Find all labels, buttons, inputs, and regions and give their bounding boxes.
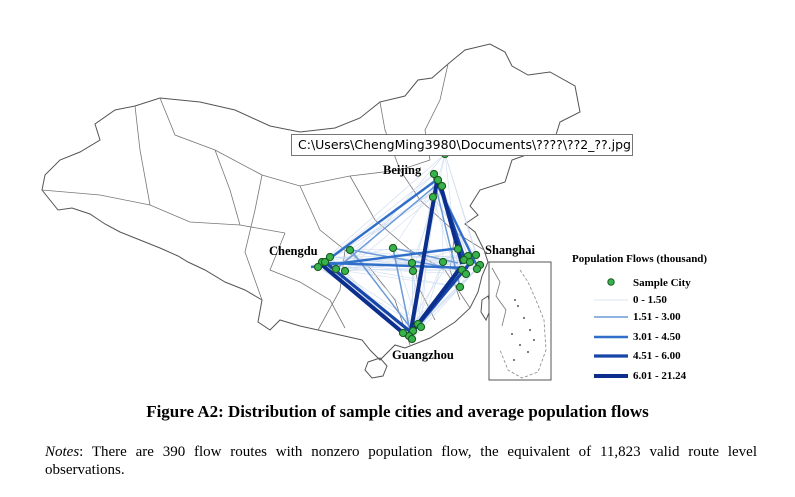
city-marker: [438, 257, 448, 267]
city-marker: [461, 269, 471, 279]
notes-label: Notes: [45, 444, 80, 460]
china-outline: [41, 43, 581, 361]
city-marker: [325, 252, 335, 262]
city-marker: [429, 169, 439, 179]
city-marker: [331, 264, 341, 274]
city-marker: [398, 328, 408, 338]
city-marker: [437, 181, 447, 191]
city-marker: [320, 257, 330, 267]
city-marker: [465, 257, 475, 267]
city-labels: Beijing Chengdu Shanghai Guangzhou: [269, 163, 536, 362]
city-marker: [408, 266, 418, 276]
label-guangzhou: Guangzhou: [392, 348, 454, 362]
figure-caption: Figure A2: Distribution of sample cities…: [146, 402, 649, 421]
city-marker: [428, 192, 438, 202]
legend-city-marker: [607, 278, 615, 286]
notes-text: : There are 390 flow routes with nonzero…: [45, 444, 757, 478]
label-shanghai: Shanghai: [485, 243, 536, 257]
sample-cities: [313, 149, 485, 344]
city-marker: [345, 245, 355, 255]
label-chengdu: Chengdu: [269, 244, 318, 258]
city-marker: [313, 262, 323, 272]
city-marker: [471, 250, 481, 260]
legend-title: Population Flows (thousand): [572, 253, 707, 265]
city-marker: [433, 175, 443, 185]
city-marker: [455, 282, 465, 292]
china-flow-map: Beijing Chengdu Shanghai Guangzhou Popul…: [41, 43, 707, 382]
legend: Population Flows (thousand) Sample City …: [572, 253, 707, 382]
inset-south-china-sea: [488, 261, 552, 381]
city-marker: [453, 244, 463, 254]
file-path-tooltip: C:\Users\ChengMing3980\Documents\????\??…: [291, 134, 633, 156]
city-marker: [416, 322, 426, 332]
legend-class-3: 3.01 - 4.50: [633, 331, 681, 343]
hainan-island: [364, 357, 388, 379]
legend-class-1: 0 - 1.50: [633, 294, 667, 306]
legend-class-2: 1.51 - 3.00: [633, 311, 681, 323]
city-marker: [407, 334, 417, 344]
legend-sample-city: Sample City: [633, 277, 691, 289]
figure-notes: Notes: There are 390 flow routes with no…: [45, 443, 757, 479]
city-marker: [407, 258, 417, 268]
city-marker: [472, 264, 482, 274]
legend-class-4: 4.51 - 6.00: [633, 350, 681, 362]
city-marker: [388, 243, 398, 253]
city-marker: [340, 266, 350, 276]
legend-class-5: 6.01 - 21.24: [633, 370, 687, 382]
label-beijing: Beijing: [383, 163, 422, 177]
